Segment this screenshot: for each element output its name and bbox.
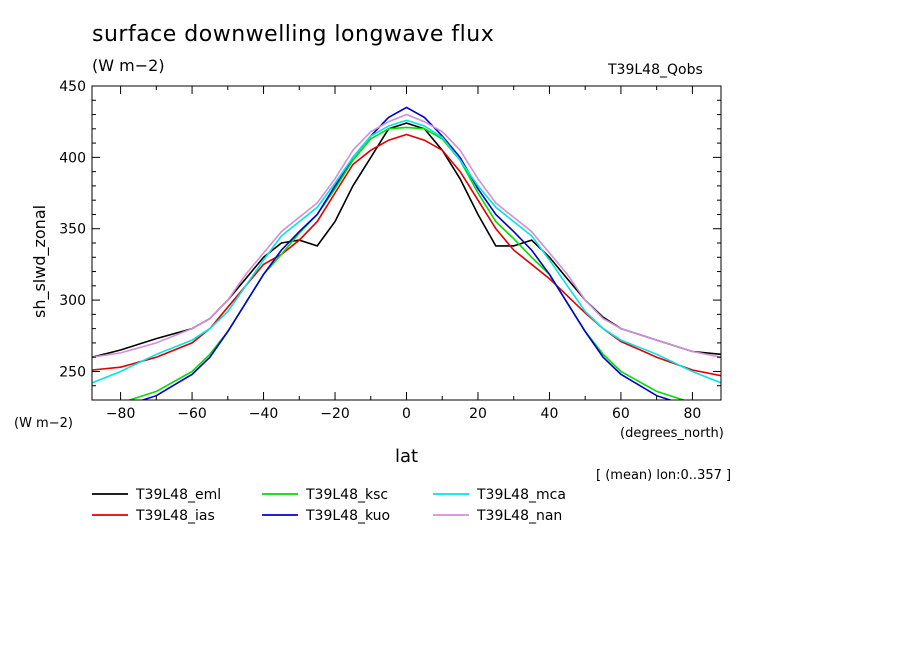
x-tick-label: −20 (320, 406, 350, 422)
plot-frame (91, 85, 722, 401)
series-line-T39L48_kuo (140, 106, 673, 400)
y-axis-units: (W m−2) (14, 416, 73, 431)
title-units: (W m−2) (92, 56, 165, 75)
y-tick-label: 250 (59, 364, 86, 380)
chart-title: surface downwelling longwave flux (92, 22, 495, 47)
x-tick-label: −60 (177, 406, 207, 422)
series-line-T39L48_ias (92, 133, 721, 377)
x-tick-label: 20 (469, 406, 487, 422)
legend-label-T39L48_kuo: T39L48_kuo (305, 508, 390, 524)
series-line-T39L48_nan (92, 113, 721, 358)
series-line-T39L48_ksc (126, 126, 687, 400)
x-tick-label: 60 (612, 406, 630, 422)
x-tick-label: −40 (249, 406, 279, 422)
y-tick-label: 350 (59, 222, 86, 238)
legend-label-T39L48_eml: T39L48_eml (135, 487, 221, 503)
y-tick-label: 450 (59, 79, 86, 95)
x-axis-units: (degrees_north) (620, 426, 724, 441)
y-tick-label: 300 (59, 293, 86, 309)
x-tick-label: 40 (541, 406, 559, 422)
series-line-T39L48_eml (92, 122, 721, 358)
x-tick-label: 80 (683, 406, 701, 422)
x-tick-label: −80 (106, 406, 136, 422)
x-tick-label: 0 (402, 406, 411, 422)
averaging-note: [ (mean) lon:0..357 ] (596, 468, 732, 483)
legend-label-T39L48_mca: T39L48_mca (476, 487, 566, 503)
legend-label-T39L48_ias: T39L48_ias (135, 508, 215, 524)
x-axis-label: lat (395, 446, 419, 467)
series-line-T39L48_mca (92, 119, 721, 384)
legend-label-T39L48_nan: T39L48_nan (476, 508, 562, 524)
dataset-label: T39L48_Qobs (608, 62, 703, 78)
legend-label-T39L48_ksc: T39L48_ksc (305, 487, 388, 503)
y-tick-label: 400 (59, 150, 86, 166)
